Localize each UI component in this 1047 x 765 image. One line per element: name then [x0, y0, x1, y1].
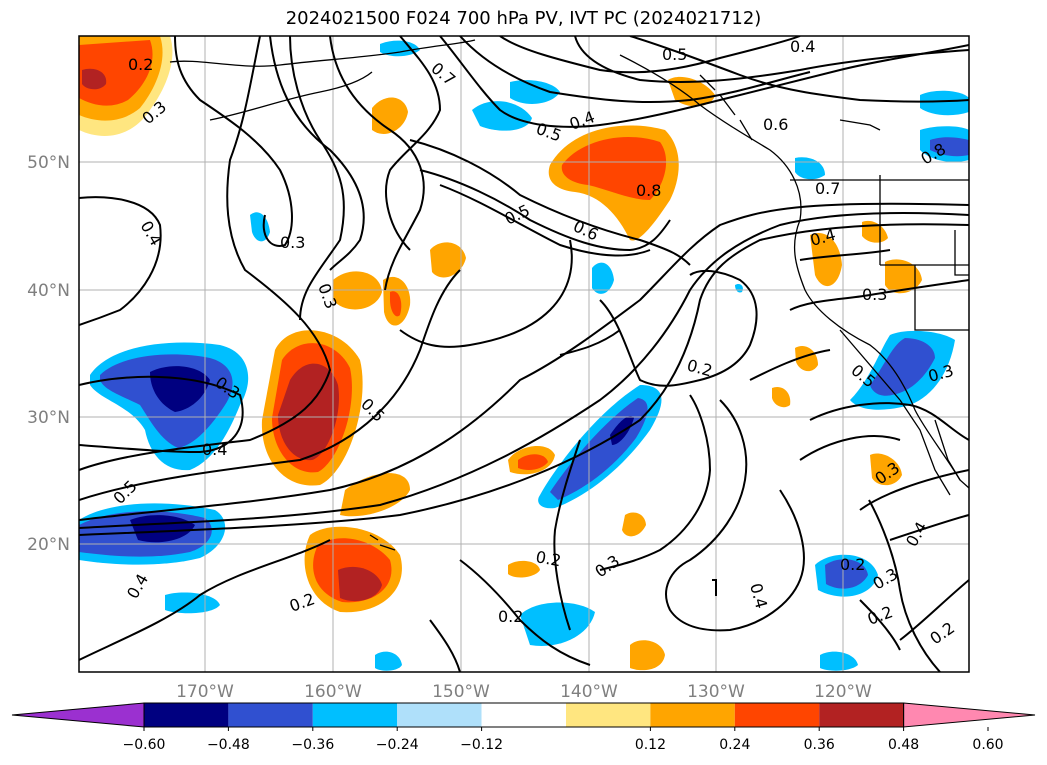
contour-label: 0.3	[862, 285, 887, 304]
contour-label: 0.4	[790, 37, 815, 56]
contour-label: 0.8	[636, 181, 661, 200]
colorbar-tick-label: −0.24	[376, 737, 419, 753]
lon-label: 160°W	[304, 682, 362, 702]
colorbar-tick-label: 0.36	[804, 737, 835, 753]
colorbar-segment	[397, 703, 482, 727]
latitude-labels: 50°N 40°N 30°N 20°N	[27, 153, 70, 555]
contour-label: 0.2	[534, 547, 562, 570]
colorbar-tick-label: 0.24	[719, 737, 750, 753]
map-title: 2024021500 F024 700 hPa PV, IVT PC (2024…	[285, 8, 762, 29]
lon-label: 120°W	[814, 682, 872, 702]
map-frame	[78, 35, 970, 673]
colorbar-tick-label: −0.36	[291, 737, 334, 753]
colorbar-segment	[566, 703, 651, 727]
contour-label: 0.2	[128, 55, 153, 74]
lat-label: 20°N	[27, 535, 70, 555]
colorbar-segment	[819, 703, 904, 727]
colorbar-frame	[143, 702, 905, 728]
colorbar-segment	[312, 703, 398, 727]
lat-label: 50°N	[27, 153, 70, 173]
longitude-labels: 170°W 160°W 150°W 140°W 130°W 120°W	[176, 682, 872, 702]
coastlines	[169, 39, 969, 551]
colorbar-segment	[144, 703, 229, 727]
graticule	[79, 36, 969, 672]
colorbar-tick-label: −0.60	[123, 737, 166, 753]
colorbar-segment	[481, 703, 566, 727]
lon-label: 140°W	[560, 682, 618, 702]
map-panel: 0.2 0.3 0.4 0.7 0.5 0.4 0.5 0.4 0.6 0.8 …	[79, 36, 969, 672]
lat-label: 30°N	[27, 408, 70, 428]
lon-label: 130°W	[687, 682, 745, 702]
contour-label: 0.4	[202, 440, 227, 459]
pv-contours	[79, 36, 969, 672]
contour-label: 0.6	[763, 115, 788, 134]
contour-label: 0.5	[662, 45, 687, 64]
colorbar-tick-label: 0.60	[972, 737, 1003, 753]
colorbar-extend-low	[11, 702, 145, 728]
colorbar: −0.60 −0.48 −0.36 −0.24 −0.12 0.12 0.24 0.36 0.4…	[11, 702, 1036, 753]
colorbar-tick-label: −0.12	[460, 737, 503, 753]
contour-label: 0.2	[840, 555, 865, 574]
colorbar-tick-label: 0.48	[888, 737, 919, 753]
lon-label: 150°W	[432, 682, 490, 702]
colorbar-segment	[228, 703, 313, 727]
colorbar-tick-label: 0.12	[635, 737, 666, 753]
colorbar-extend-high	[903, 702, 1036, 728]
colorbar-segment	[734, 703, 820, 727]
colorbar-segment	[650, 703, 735, 727]
ivt-shading	[79, 36, 969, 671]
colorbar-tick-label: −0.48	[207, 737, 250, 753]
lon-label: 170°W	[176, 682, 234, 702]
contour-label: 0.2	[498, 607, 523, 626]
contour-label: 0.7	[815, 179, 840, 198]
contour-label: 0.3	[280, 233, 305, 252]
lat-label: 40°N	[27, 281, 70, 301]
